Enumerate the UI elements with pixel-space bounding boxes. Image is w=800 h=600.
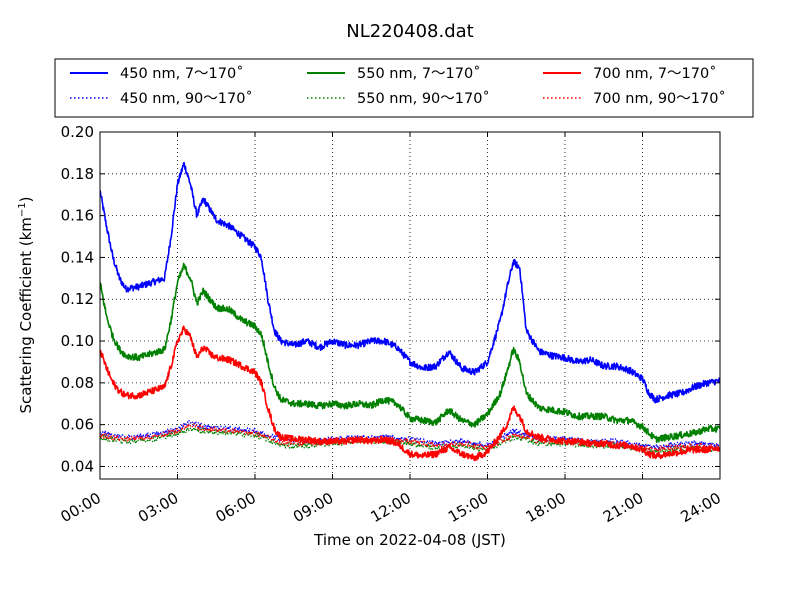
legend-label: 550 nm, 90～170˚ [357,90,490,107]
y-tick-label: 0.16 [61,207,94,225]
y-tick-label: 0.10 [61,332,94,350]
legend-label: 700 nm, 7～170˚ [593,65,716,82]
series-line [100,262,720,444]
x-tick-label: 24:00 [678,489,724,526]
y-tick-label: 0.14 [61,248,94,266]
legend-box [54,58,754,118]
x-tick-label: 21:00 [600,489,646,526]
legend-label: 700 nm, 90～170˚ [593,90,726,107]
x-tick-label: 15:00 [445,489,491,526]
y-axis-label-sup: −1 [17,202,28,217]
y-tick-label: 0.12 [61,290,94,308]
legend-label: 450 nm, 90～170˚ [120,90,253,107]
x-axis-label: Time on 2022-04-08 (JST) [313,531,506,549]
x-tick-label: 06:00 [213,489,259,526]
y-tick-label: 0.08 [61,374,94,392]
y-tick-label: 0.06 [61,416,94,434]
chart-title: NL220408.dat [346,21,473,42]
legend: 450 nm, 7～170˚ 450 nm, 90～170˚ 550 nm, 7～1… [54,58,754,118]
y-tick-label: 0.20 [61,123,94,141]
legend-label: 450 nm, 7～170˚ [120,65,243,82]
axis-ticks: 00:00 03:00 06:00 09:00 12:00 15:00 18:00 21:00… [58,123,724,526]
series-group [100,161,720,462]
x-tick-label: 18:00 [523,489,569,526]
x-tick-label: 03:00 [135,489,181,526]
series-line [100,426,720,455]
y-axis-label-main: Scattering Coefficient (km [17,217,35,413]
x-tick-label: 00:00 [58,489,104,526]
series-line [100,161,720,404]
y-axis-label-close: ) [17,196,35,202]
x-tick-label: 09:00 [290,489,336,526]
legend-label: 550 nm, 7～170˚ [357,65,480,82]
y-tick-label: 0.18 [61,165,94,183]
series-line [100,422,720,453]
grid [100,132,720,479]
y-axis-label: Scattering Coefficient (km−1) [17,196,35,413]
series-line [100,325,720,462]
x-tick-label: 12:00 [368,489,414,526]
y-tick-label: 0.04 [61,457,94,475]
